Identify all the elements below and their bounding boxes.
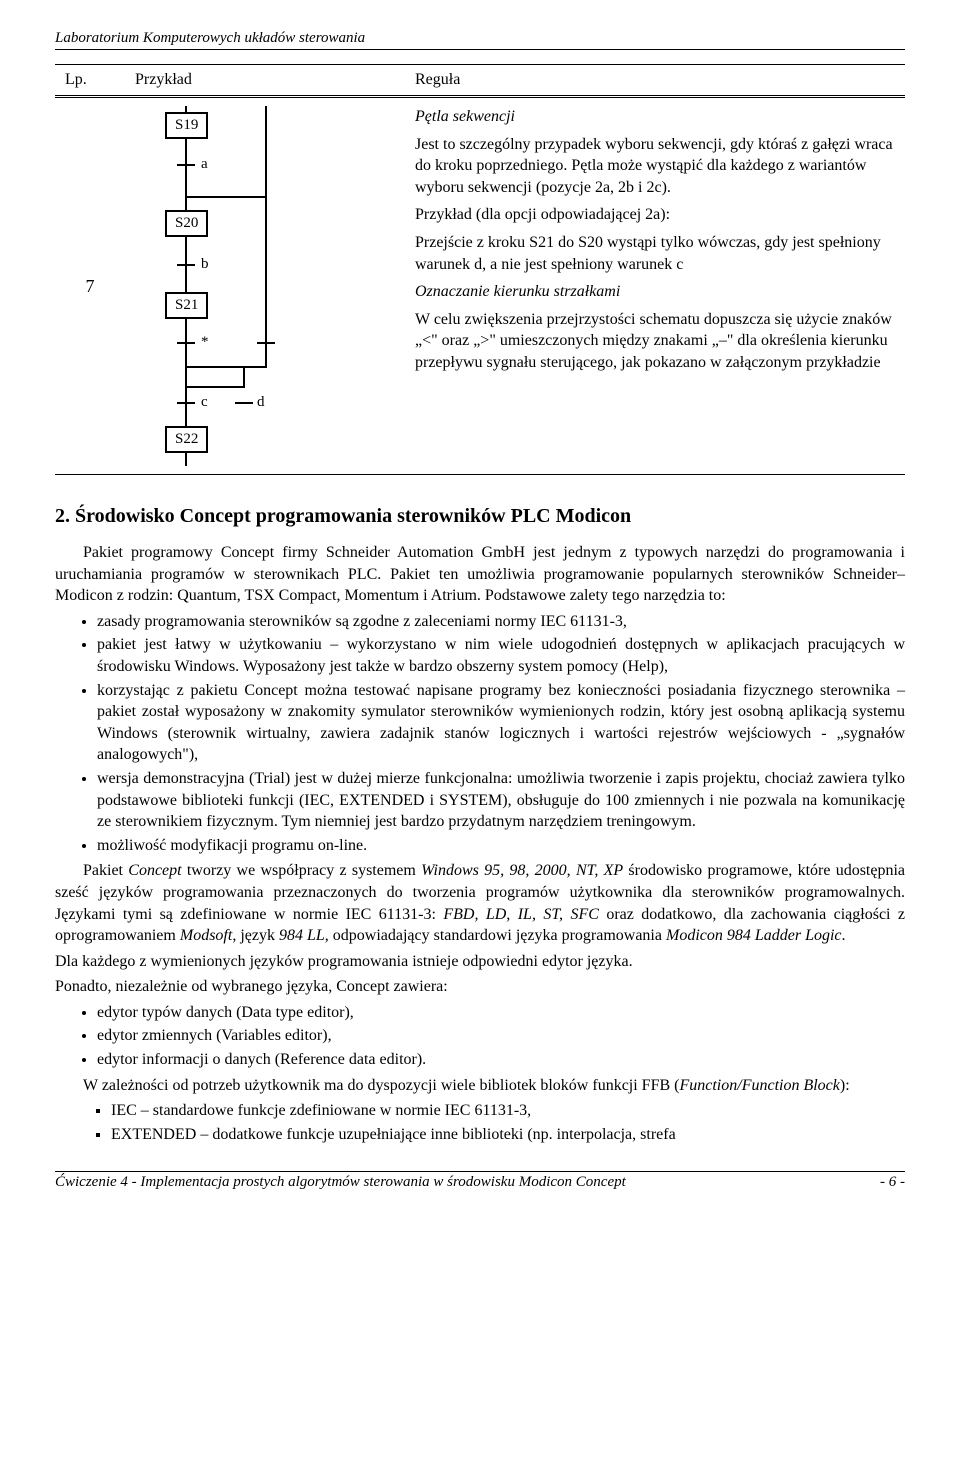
para-4: Ponadto, niezależnie od wybranego języka…	[55, 976, 905, 998]
rule-p2b: Przejście z kroku S21 do S20 wystąpi tyl…	[415, 232, 895, 275]
list-item: edytor typów danych (Data type editor),	[97, 1002, 905, 1024]
list-item: pakiet jest łatwy w użytkowaniu – wykorz…	[97, 634, 905, 677]
step-s21: S21	[165, 292, 208, 319]
diagram-cell: S19 S20 S21 S22 a b *	[125, 97, 405, 475]
list-item: IEC – standardowe funkcje zdefiniowane w…	[111, 1100, 905, 1122]
trans-a: a	[201, 156, 208, 173]
list-item: EXTENDED – dodatkowe funkcje uzupełniają…	[111, 1124, 905, 1146]
para-5: W zależności od potrzeb użytkownik ma do…	[55, 1075, 905, 1097]
rule-p3: W celu zwiększenia przejrzystości schema…	[415, 309, 895, 374]
step-s19: S19	[165, 112, 208, 139]
page-header: Laboratorium Komputerowych układów stero…	[55, 30, 905, 50]
col-rule: Reguła	[405, 65, 905, 97]
footer-left: Ćwiczenie 4 - Implementacja prostych alg…	[55, 1174, 626, 1191]
page-footer: Ćwiczenie 4 - Implementacja prostych alg…	[55, 1171, 905, 1191]
col-lp: Lp.	[55, 65, 125, 97]
para-1: Pakiet programowy Concept firmy Schneide…	[55, 542, 905, 607]
table-row: 7	[55, 97, 905, 475]
lp-value: 7	[55, 97, 125, 475]
list-item: wersja demonstracyjna (Trial) jest w duż…	[97, 768, 905, 833]
para-3: Dla każdego z wymienionych języków progr…	[55, 951, 905, 973]
trans-b: b	[201, 256, 209, 273]
step-s22: S22	[165, 426, 208, 453]
trans-star: *	[201, 334, 209, 351]
col-example: Przykład	[125, 65, 405, 97]
page-number: - 6 -	[880, 1174, 905, 1191]
rule-p1: Jest to szczególny przypadek wyboru sekw…	[415, 134, 895, 199]
sfc-diagram: S19 S20 S21 S22 a b *	[145, 106, 315, 466]
list-item: zasady programowania sterowników są zgod…	[97, 611, 905, 633]
list-item: korzystając z pakietu Concept można test…	[97, 680, 905, 766]
list-item: możliwość modyfikacji programu on-line.	[97, 835, 905, 857]
rule-title-1: Pętla sekwencji	[415, 106, 895, 128]
para-2: Pakiet Concept tworzy we współpracy z sy…	[55, 860, 905, 946]
editors-list: edytor typów danych (Data type editor), …	[55, 1002, 905, 1071]
advantages-list: zasady programowania sterowników są zgod…	[55, 611, 905, 857]
step-s20: S20	[165, 210, 208, 237]
trans-c: c	[201, 394, 208, 411]
rule-cell: Pętla sekwencji Jest to szczególny przyp…	[405, 97, 905, 475]
rule-p2a: Przykład (dla opcji odpowiadającej 2a):	[415, 204, 895, 226]
libraries-list: IEC – standardowe funkcje zdefiniowane w…	[55, 1100, 905, 1145]
rule-title-2: Oznaczanie kierunku strzałkami	[415, 281, 895, 303]
body-text: Pakiet programowy Concept firmy Schneide…	[55, 542, 905, 1145]
rules-table: Lp. Przykład Reguła 7	[55, 64, 905, 475]
list-item: edytor informacji o danych (Reference da…	[97, 1049, 905, 1071]
section-heading: 2. Środowisko Concept programowania ster…	[55, 505, 905, 528]
trans-d: d	[257, 394, 265, 411]
list-item: edytor zmiennych (Variables editor),	[97, 1025, 905, 1047]
